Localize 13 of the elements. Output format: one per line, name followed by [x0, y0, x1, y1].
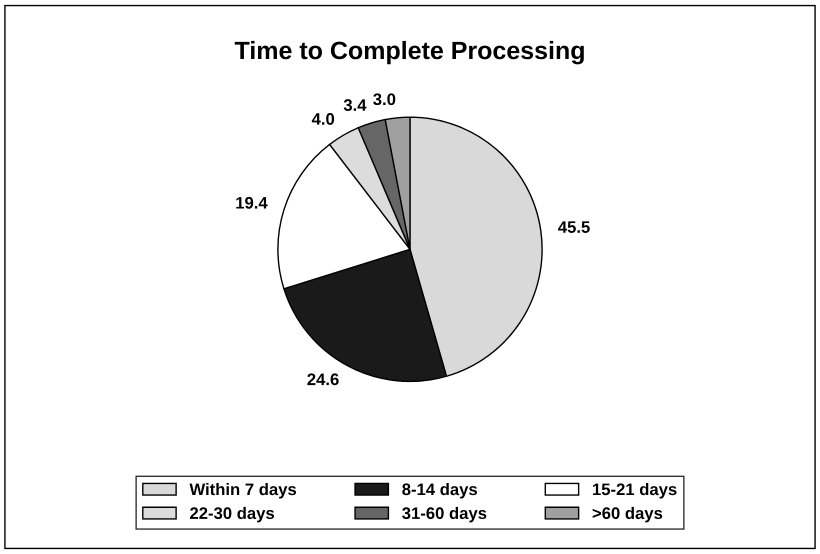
data-label: 24.6 — [307, 373, 339, 386]
legend-label: >60 days — [592, 506, 662, 522]
data-label: 3.4 — [344, 99, 366, 111]
data-label: 19.4 — [236, 196, 268, 209]
data-label: 4.0 — [312, 113, 334, 125]
legend-label: 22-30 days — [190, 506, 274, 522]
legend-label: 8-14 days — [402, 482, 478, 499]
data-label: 3.0 — [373, 93, 396, 106]
legend-label: 31-60 days — [402, 506, 486, 522]
legend-label: Within 7 days — [189, 482, 296, 499]
legend-label: 15-21 days — [593, 482, 677, 499]
chart-title: Time to Complete Processing — [234, 40, 584, 64]
data-label: 45.5 — [558, 221, 590, 233]
